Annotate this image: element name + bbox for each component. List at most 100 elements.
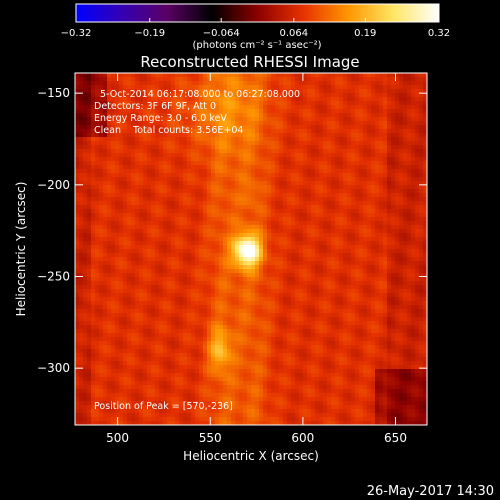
- heatmap-cell: [191, 293, 195, 297]
- heatmap-cell: [143, 297, 147, 301]
- heatmap-cell: [319, 109, 323, 113]
- colorbar-tick-label: −0.064: [203, 28, 240, 39]
- heatmap-cell: [275, 269, 279, 273]
- heatmap-cell: [267, 73, 271, 77]
- heatmap-cell: [175, 89, 179, 93]
- heatmap-cell: [207, 197, 211, 201]
- heatmap-cell: [155, 121, 159, 125]
- heatmap-cell: [375, 233, 379, 237]
- heatmap-cell: [99, 217, 103, 221]
- heatmap-cell: [323, 233, 327, 237]
- heatmap-cell: [119, 141, 123, 145]
- heatmap-cell: [107, 113, 111, 117]
- heatmap-cell: [331, 141, 335, 145]
- heatmap-cell: [335, 193, 339, 197]
- heatmap-cell: [259, 145, 263, 149]
- heatmap-cell: [223, 257, 227, 261]
- heatmap-cell: [283, 189, 287, 193]
- heatmap-cell: [187, 245, 191, 249]
- heatmap-cell: [239, 97, 243, 101]
- heatmap-cell: [151, 229, 155, 233]
- heatmap-cell: [327, 245, 331, 249]
- heatmap-cell: [147, 85, 151, 89]
- heatmap-cell: [131, 201, 135, 205]
- heatmap-cell: [375, 249, 379, 253]
- heatmap-cell: [323, 133, 327, 137]
- heatmap-cell: [359, 149, 363, 153]
- heatmap-cell: [407, 161, 411, 165]
- heatmap-cell: [379, 197, 383, 201]
- heatmap-cell: [383, 121, 387, 125]
- heatmap-cell: [243, 277, 247, 281]
- heatmap-cell: [375, 285, 379, 289]
- heatmap-cell: [303, 81, 307, 85]
- heatmap-cell: [203, 221, 207, 225]
- heatmap-cell: [263, 77, 267, 81]
- heatmap-cell: [263, 117, 267, 121]
- heatmap-cell: [271, 233, 275, 237]
- heatmap-cell: [227, 293, 231, 297]
- heatmap-cell: [423, 217, 427, 221]
- heatmap-cell: [235, 193, 239, 197]
- heatmap-cell: [107, 165, 111, 169]
- heatmap-cell: [327, 117, 331, 121]
- heatmap-cell: [351, 285, 355, 289]
- heatmap-cell: [399, 229, 403, 233]
- heatmap-cell: [303, 185, 307, 189]
- heatmap-cell: [327, 165, 331, 169]
- heatmap-cell: [423, 189, 427, 193]
- heatmap-cell: [167, 293, 171, 297]
- heatmap-cell: [243, 197, 247, 201]
- heatmap-cell: [363, 181, 367, 185]
- heatmap-cell: [267, 229, 271, 233]
- heatmap-cell: [155, 193, 159, 197]
- heatmap-cell: [103, 145, 107, 149]
- heatmap-cell: [195, 89, 199, 93]
- heatmap-cell: [399, 177, 403, 181]
- heatmap-cell: [199, 89, 203, 93]
- heatmap-cell: [395, 289, 399, 293]
- heatmap-cell: [87, 73, 91, 77]
- heatmap-cell: [299, 101, 303, 105]
- heatmap-cell: [79, 153, 83, 157]
- heatmap-cell: [311, 153, 315, 157]
- heatmap-cell: [147, 237, 151, 241]
- heatmap-cell: [291, 177, 295, 181]
- heatmap-cell: [211, 97, 215, 101]
- heatmap-cell: [387, 281, 391, 285]
- heatmap-cell: [75, 265, 79, 269]
- heatmap-cell: [219, 245, 223, 249]
- heatmap-cell: [387, 293, 391, 297]
- heatmap-cell: [287, 217, 291, 221]
- heatmap-cell: [399, 205, 403, 209]
- heatmap-cell: [111, 101, 115, 105]
- heatmap-cell: [107, 121, 111, 125]
- heatmap-cell: [147, 165, 151, 169]
- heatmap-cell: [203, 201, 207, 205]
- heatmap-cell: [163, 201, 167, 205]
- heatmap-cell: [375, 77, 379, 81]
- heatmap-cell: [383, 97, 387, 101]
- heatmap-cell: [267, 157, 271, 161]
- heatmap-cell: [375, 185, 379, 189]
- heatmap-cell: [207, 241, 211, 245]
- heatmap-cell: [423, 273, 427, 277]
- heatmap-cell: [91, 181, 95, 185]
- heatmap-cell: [135, 81, 139, 85]
- heatmap-cell: [135, 277, 139, 281]
- heatmap-cell: [159, 161, 163, 165]
- heatmap-cell: [379, 161, 383, 165]
- heatmap-cell: [251, 201, 255, 205]
- heatmap-cell: [163, 217, 167, 221]
- heatmap-cell: [83, 297, 87, 301]
- heatmap-cell: [339, 129, 343, 133]
- heatmap-cell: [143, 241, 147, 245]
- heatmap-cell: [303, 129, 307, 133]
- heatmap-cell: [227, 185, 231, 189]
- heatmap-cell: [203, 217, 207, 221]
- heatmap-cell: [399, 249, 403, 253]
- heatmap-cell: [191, 97, 195, 101]
- heatmap-cell: [99, 137, 103, 141]
- heatmap-cell: [287, 185, 291, 189]
- heatmap-cell: [379, 101, 383, 105]
